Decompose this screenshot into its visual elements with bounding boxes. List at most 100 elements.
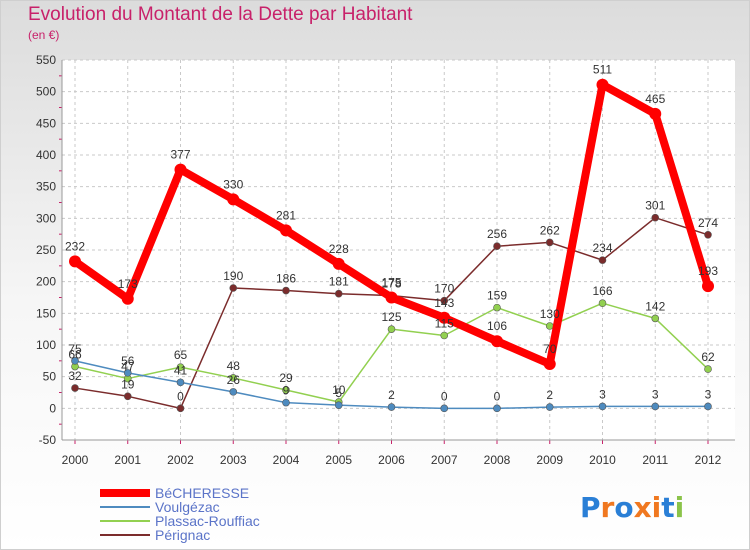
x-tick-label: 2005 — [325, 453, 352, 467]
data-point — [280, 224, 292, 237]
legend-label: Plassac-Rouffiac — [155, 513, 260, 529]
y-tick-label: 0 — [49, 401, 56, 415]
data-label: 262 — [540, 223, 560, 237]
legend-label: Voulgézac — [155, 499, 220, 515]
brand-letter: i — [652, 491, 662, 524]
data-label: 232 — [65, 239, 85, 253]
data-point — [598, 299, 607, 308]
data-label: 186 — [276, 272, 296, 286]
data-label: 29 — [279, 371, 293, 385]
data-label: 274 — [698, 216, 718, 230]
data-point — [704, 365, 712, 373]
data-point — [69, 255, 81, 268]
data-point — [387, 403, 396, 411]
x-tick-label: 2004 — [273, 453, 300, 467]
brand-letter: i — [675, 491, 685, 524]
data-point — [71, 357, 79, 365]
data-label: 142 — [645, 299, 665, 313]
y-tick-label: 350 — [36, 180, 56, 194]
brand-wordmark: Proxiti — [580, 491, 684, 524]
data-point — [332, 257, 345, 270]
y-tick-label: -50 — [39, 433, 57, 447]
data-label: 125 — [381, 310, 401, 324]
data-point — [598, 256, 607, 264]
data-point — [491, 335, 503, 348]
y-tick-label: 200 — [36, 275, 56, 289]
data-point — [123, 369, 132, 377]
x-tick-label: 2012 — [695, 453, 722, 467]
data-label: 330 — [223, 177, 243, 191]
data-label: 0 — [494, 389, 501, 403]
data-point — [649, 107, 662, 120]
y-tick-label: 400 — [36, 148, 56, 162]
data-label: 47 — [121, 360, 135, 374]
data-label: 193 — [698, 264, 718, 278]
y-tick-label: 500 — [36, 85, 56, 99]
y-tick-label: 150 — [36, 306, 56, 320]
brand-letter: o — [614, 491, 633, 524]
data-point — [493, 303, 501, 312]
data-point — [702, 280, 714, 293]
data-label: 234 — [592, 241, 612, 255]
data-label: 178 — [381, 277, 401, 291]
data-label: 106 — [487, 319, 507, 333]
legend-label: Pérignac — [155, 527, 210, 543]
data-label: 3 — [652, 387, 659, 401]
data-point — [229, 374, 238, 382]
data-point — [651, 213, 660, 222]
x-tick-label: 2000 — [62, 453, 89, 467]
data-label: 173 — [118, 277, 138, 291]
y-tick-label: 250 — [36, 243, 56, 257]
data-label: 159 — [487, 289, 507, 303]
x-tick-label: 2001 — [114, 453, 141, 467]
data-label: 0 — [177, 389, 184, 403]
data-point — [282, 386, 290, 394]
data-label: 41 — [174, 363, 188, 377]
data-point — [493, 404, 501, 413]
data-label: 465 — [645, 92, 665, 106]
data-label: 2 — [388, 388, 395, 402]
legend-label: BéCHERESSE — [155, 485, 249, 501]
data-label: 62 — [701, 350, 715, 364]
chart-title: Evolution du Montant de la Dette par Hab… — [28, 4, 413, 25]
data-label: 181 — [329, 275, 349, 289]
data-point — [387, 325, 396, 333]
data-point — [176, 363, 185, 371]
data-point — [598, 402, 607, 411]
brand-logo: Proxiti — [580, 491, 684, 524]
data-point — [440, 296, 449, 305]
brand-letter: r — [601, 491, 615, 524]
data-point — [704, 402, 712, 411]
data-point — [651, 314, 660, 323]
x-tick-label: 2007 — [431, 453, 458, 467]
data-point — [438, 311, 451, 324]
y-tick-label: 550 — [36, 53, 56, 67]
data-label: 2 — [546, 388, 553, 402]
series-lines — [69, 78, 714, 413]
data-label: 10 — [332, 383, 346, 397]
data-label: 228 — [329, 242, 349, 256]
x-tick-label: 2008 — [484, 453, 511, 467]
legend: BéCHERESSEVoulgézacPlassac-RouffiacPérig… — [100, 485, 260, 543]
data-label: 256 — [487, 227, 507, 241]
data-point — [121, 292, 134, 305]
data-label: 70 — [543, 342, 557, 356]
x-tick-label: 2002 — [167, 453, 194, 467]
y-tick-label: 450 — [36, 116, 56, 130]
data-label: 9 — [283, 384, 290, 398]
data-label: 3 — [705, 387, 712, 401]
data-point — [229, 388, 238, 396]
data-label: 115 — [435, 317, 454, 331]
data-point — [440, 331, 449, 340]
data-label: 281 — [276, 208, 296, 222]
data-point — [385, 291, 398, 304]
data-point — [543, 358, 556, 370]
data-label: 3 — [599, 387, 606, 401]
data-label: 48 — [227, 359, 241, 373]
brand-letter: P — [580, 491, 601, 524]
data-point — [123, 392, 132, 401]
data-point — [174, 163, 187, 176]
x-tick-label: 2003 — [220, 453, 247, 467]
